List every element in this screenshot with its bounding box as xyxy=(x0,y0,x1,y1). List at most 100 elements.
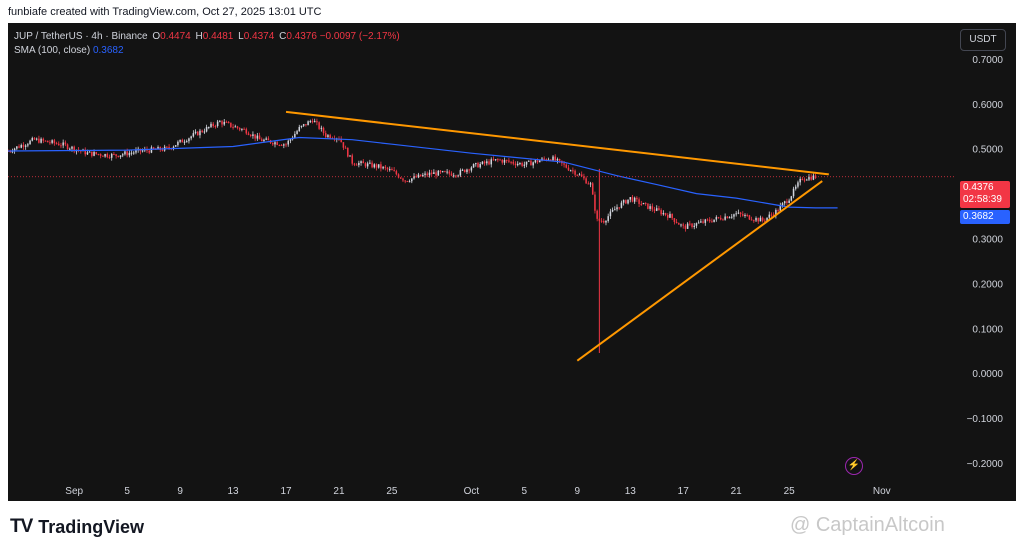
lightning-icon[interactable]: ⚡ xyxy=(845,457,863,475)
candle-body xyxy=(466,169,468,173)
candle-body xyxy=(263,139,265,142)
candle-body xyxy=(99,154,102,156)
chart-panel[interactable]: 0.70000.60000.50000.40000.30000.20000.10… xyxy=(8,23,1016,501)
candle-body xyxy=(152,147,155,149)
candle-body xyxy=(413,176,415,179)
candle-body xyxy=(86,152,89,155)
last-price-tag: 0.4376 02:58:39 xyxy=(960,181,1010,208)
candle-body xyxy=(208,126,210,128)
candle-body xyxy=(532,162,534,166)
chart-legend: JUP / TetherUS · 4h · Binance O0.4474 H0… xyxy=(14,30,400,58)
open-value: 0.4474 xyxy=(160,31,191,42)
candle-body xyxy=(426,173,429,176)
candle-body xyxy=(31,138,34,141)
candle-body xyxy=(543,158,545,160)
candle-body xyxy=(272,142,274,145)
candle-body xyxy=(812,175,815,180)
candle-body xyxy=(29,140,31,145)
symbol-name[interactable]: JUP / TetherUS · 4h · Binance xyxy=(14,31,148,42)
candle-body xyxy=(128,152,131,156)
candle-body xyxy=(247,133,250,135)
candle-body xyxy=(492,159,495,161)
candle-body xyxy=(362,161,365,164)
candle-body xyxy=(287,140,290,145)
candle-body xyxy=(216,121,219,127)
low-value: 0.4374 xyxy=(243,31,275,42)
candle-body xyxy=(424,173,426,175)
x-tick-label: 25 xyxy=(386,486,398,497)
candle-body xyxy=(808,176,810,180)
candle-body xyxy=(16,146,18,149)
candle-body xyxy=(523,164,526,166)
candle-body xyxy=(278,144,281,146)
x-tick-label: 17 xyxy=(678,486,690,497)
candle-body xyxy=(51,140,53,143)
candle-body xyxy=(459,170,462,176)
candle-body xyxy=(44,140,47,142)
candle-body xyxy=(439,170,442,172)
candle-body xyxy=(298,127,301,132)
candle-body xyxy=(666,214,669,218)
candle-body xyxy=(764,220,766,222)
candle-body xyxy=(95,151,98,154)
candle-body xyxy=(580,174,583,177)
candle-body xyxy=(669,213,671,218)
candle-body xyxy=(611,209,614,212)
candle-body xyxy=(786,201,788,203)
candle-body xyxy=(435,172,437,176)
candle-body xyxy=(587,183,590,185)
candle-body xyxy=(161,149,164,151)
open-label: O xyxy=(152,31,161,42)
low-label: L xyxy=(238,31,244,42)
candle-body xyxy=(574,170,576,175)
candle-body xyxy=(62,142,64,146)
candle-body xyxy=(755,218,757,221)
candle-body xyxy=(490,159,493,165)
candle-body xyxy=(91,151,93,156)
candle-body xyxy=(294,133,296,138)
x-tick-label: 9 xyxy=(575,486,581,497)
candle-body xyxy=(73,146,75,152)
currency-button[interactable]: USDT xyxy=(960,29,1006,51)
candle-body xyxy=(344,147,347,149)
x-tick-label: 13 xyxy=(625,486,637,497)
candle-body xyxy=(803,179,806,181)
candle-body xyxy=(276,142,278,145)
candle-body xyxy=(622,200,625,203)
candle-body xyxy=(514,163,517,166)
candle-body xyxy=(150,147,153,153)
candle-body xyxy=(675,221,678,224)
candle-body xyxy=(609,211,612,217)
high-value: 0.4481 xyxy=(202,31,234,42)
x-tick-label: 25 xyxy=(784,486,796,497)
x-tick-label: 17 xyxy=(280,486,292,497)
candle-body xyxy=(463,169,466,173)
candle-body xyxy=(203,131,206,133)
brand-name: TradingView xyxy=(38,516,144,537)
candle-body xyxy=(481,161,484,165)
candle-body xyxy=(719,217,722,220)
candle-body xyxy=(772,214,775,216)
candle-body xyxy=(267,138,270,141)
candle-body xyxy=(788,200,790,203)
candle-body xyxy=(596,210,598,219)
candle-body xyxy=(642,202,645,205)
candle-body xyxy=(726,216,729,219)
candle-body xyxy=(636,197,638,200)
price-chart[interactable]: 0.70000.60000.50000.40000.30000.20000.10… xyxy=(8,23,1016,501)
candle-body xyxy=(664,213,667,215)
candle-body xyxy=(13,148,16,152)
y-tick-label: 0.3000 xyxy=(972,235,1003,246)
candle-body xyxy=(691,223,693,227)
candle-body xyxy=(399,177,402,179)
candle-body xyxy=(223,121,226,125)
candle-body xyxy=(406,181,409,183)
candle-body xyxy=(210,123,212,127)
y-tick-label: 0.0000 xyxy=(972,369,1003,380)
close-value: 0.4376 xyxy=(286,31,317,42)
sma-label[interactable]: SMA (100, close) xyxy=(14,45,91,56)
candle-body xyxy=(121,154,124,156)
y-tick-label: 0.7000 xyxy=(972,55,1003,66)
close-label: C xyxy=(279,31,287,42)
candle-body xyxy=(22,145,25,147)
